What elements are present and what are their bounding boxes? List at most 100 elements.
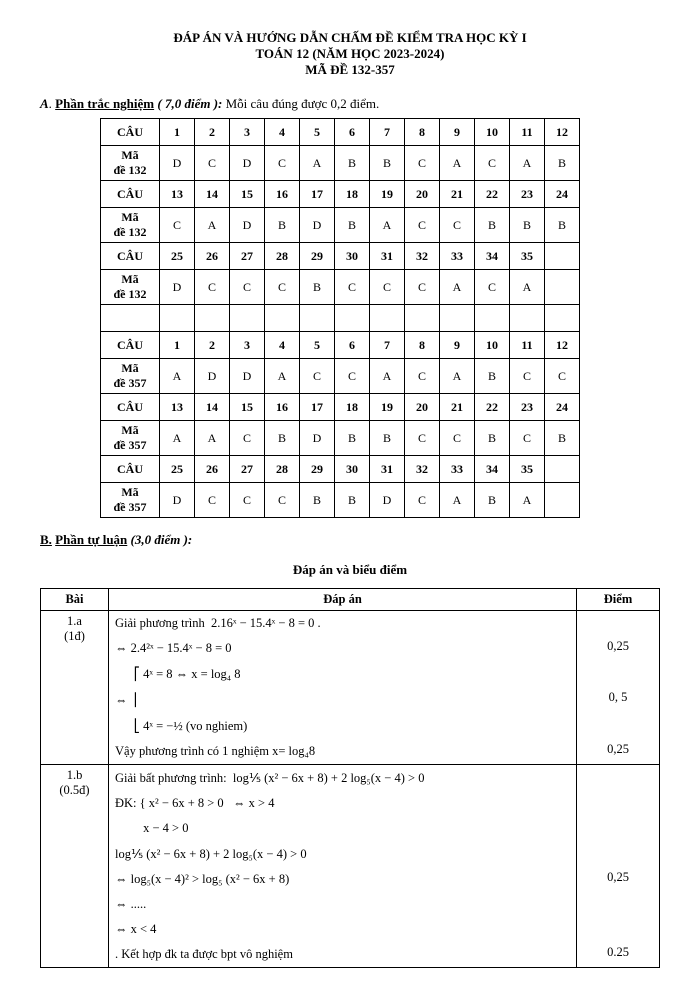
mc-cell (545, 456, 580, 483)
mc-cell: 9 (440, 332, 475, 359)
sol-bai: 1.a(1đ) (41, 611, 109, 765)
mc-cell: 23 (510, 181, 545, 208)
mc-row-label: CÂU (101, 456, 160, 483)
mc-cell: 34 (475, 243, 510, 270)
mc-row-label: Mãđề 132 (101, 146, 160, 181)
mc-cell: B (335, 208, 370, 243)
mc-cell: C (230, 483, 265, 518)
sol-diem (577, 841, 660, 867)
mc-answer-table: CÂU123456789101112Mãđề 132DCDCABBCACABCÂ… (100, 118, 580, 518)
sol-diem: 0,25 (577, 867, 660, 892)
mc-cell: 20 (405, 181, 440, 208)
mc-cell: C (405, 146, 440, 181)
mc-cell: 29 (300, 243, 335, 270)
mc-cell: 6 (335, 332, 370, 359)
mc-cell: 25 (160, 243, 195, 270)
mc-cell: 14 (195, 394, 230, 421)
mc-cell: D (230, 208, 265, 243)
mc-cell: 16 (265, 181, 300, 208)
mc-cell: A (300, 146, 335, 181)
mc-row-label: Mãđề 357 (101, 421, 160, 456)
sol-bai: 1.b(0.5đ) (41, 765, 109, 968)
mc-cell: 3 (230, 119, 265, 146)
mc-cell: 4 (265, 119, 300, 146)
mc-cell: C (300, 359, 335, 394)
sol-line: Giải phương trình 2.16ˣ − 15.4ˣ − 8 = 0 … (109, 611, 577, 637)
mc-row-label: CÂU (101, 332, 160, 359)
mc-cell: A (510, 270, 545, 305)
mc-cell: A (160, 421, 195, 456)
mc-cell: 7 (370, 119, 405, 146)
mc-cell: A (160, 359, 195, 394)
mc-cell: 28 (265, 243, 300, 270)
mc-cell: 5 (300, 332, 335, 359)
sol-diem: 0,25 (577, 739, 660, 765)
mc-cell: 30 (335, 456, 370, 483)
mc-cell: 22 (475, 394, 510, 421)
mc-cell: B (545, 146, 580, 181)
mc-cell: 26 (195, 456, 230, 483)
mc-cell: A (195, 208, 230, 243)
sol-line: ⎣ 4ˣ = −½ (vo nghiem) (109, 713, 577, 739)
mc-cell: C (195, 146, 230, 181)
section-a-header: A. Phần trắc nghiệm ( 7,0 điểm ): Mỗi câ… (40, 96, 660, 112)
mc-cell: 12 (545, 119, 580, 146)
mc-cell: 5 (300, 119, 335, 146)
mc-cell: 18 (335, 394, 370, 421)
col-header-dapan: Đáp án (109, 589, 577, 611)
mc-cell: 9 (440, 119, 475, 146)
mc-cell: B (370, 146, 405, 181)
mc-cell: A (370, 359, 405, 394)
sol-line: ⇔ ..... (109, 892, 577, 917)
mc-cell: 19 (370, 394, 405, 421)
mc-cell: C (545, 359, 580, 394)
mc-cell: 15 (230, 394, 265, 421)
mc-row-label: CÂU (101, 119, 160, 146)
mc-row-label: Mãđề 132 (101, 208, 160, 243)
section-b-header: B. Phần tự luận (3,0 điểm ): (40, 532, 660, 548)
mc-cell: 19 (370, 181, 405, 208)
title-line-1: ĐÁP ÁN VÀ HƯỚNG DẪN CHẤM ĐỀ KIỂM TRA HỌC… (40, 30, 660, 46)
mc-cell: 26 (195, 243, 230, 270)
mc-cell: 17 (300, 394, 335, 421)
sol-diem (577, 661, 660, 687)
sol-diem: 0.25 (577, 942, 660, 968)
mc-row-label: Mãđề 357 (101, 359, 160, 394)
mc-cell: 24 (545, 181, 580, 208)
section-b-label: Phần tự luận (55, 532, 127, 547)
mc-row-label: Mãđề 132 (101, 270, 160, 305)
mc-cell: 11 (510, 332, 545, 359)
sol-line: ⎡ 4ˣ = 8 ⇔ x = log₄ 8 (109, 661, 577, 687)
mc-cell (545, 483, 580, 518)
mc-cell: 35 (510, 456, 545, 483)
mc-cell: C (265, 270, 300, 305)
mc-row-label: CÂU (101, 394, 160, 421)
mc-cell: C (405, 483, 440, 518)
mc-cell: D (160, 270, 195, 305)
mc-cell: C (405, 421, 440, 456)
sol-line: ⇔ ⎢ (109, 687, 577, 713)
mc-cell: A (370, 208, 405, 243)
mc-cell: 35 (510, 243, 545, 270)
mc-cell: A (265, 359, 300, 394)
mc-cell: C (510, 359, 545, 394)
col-header-diem: Điểm (577, 589, 660, 611)
mc-cell: A (440, 483, 475, 518)
mc-cell: B (545, 421, 580, 456)
sol-line: Giải bất phương trình: log⅕ (x² − 6x + 8… (109, 765, 577, 792)
solution-table: Bài Đáp án Điểm 1.a(1đ)Giải phương trình… (40, 588, 660, 968)
mc-cell: 13 (160, 181, 195, 208)
mc-cell: B (475, 359, 510, 394)
sol-line: ⇔ log₅(x − 4)² > log₅ (x² − 6x + 8) (109, 867, 577, 892)
mc-cell: 34 (475, 456, 510, 483)
mc-cell: C (160, 208, 195, 243)
mc-cell: A (195, 421, 230, 456)
solution-subheader: Đáp án và biểu điểm (40, 562, 660, 578)
mc-cell: C (195, 270, 230, 305)
section-b-points: (3,0 điểm ): (131, 532, 193, 547)
sol-diem (577, 917, 660, 942)
mc-cell: 6 (335, 119, 370, 146)
mc-cell: 31 (370, 456, 405, 483)
mc-cell: 21 (440, 394, 475, 421)
mc-cell: C (370, 270, 405, 305)
